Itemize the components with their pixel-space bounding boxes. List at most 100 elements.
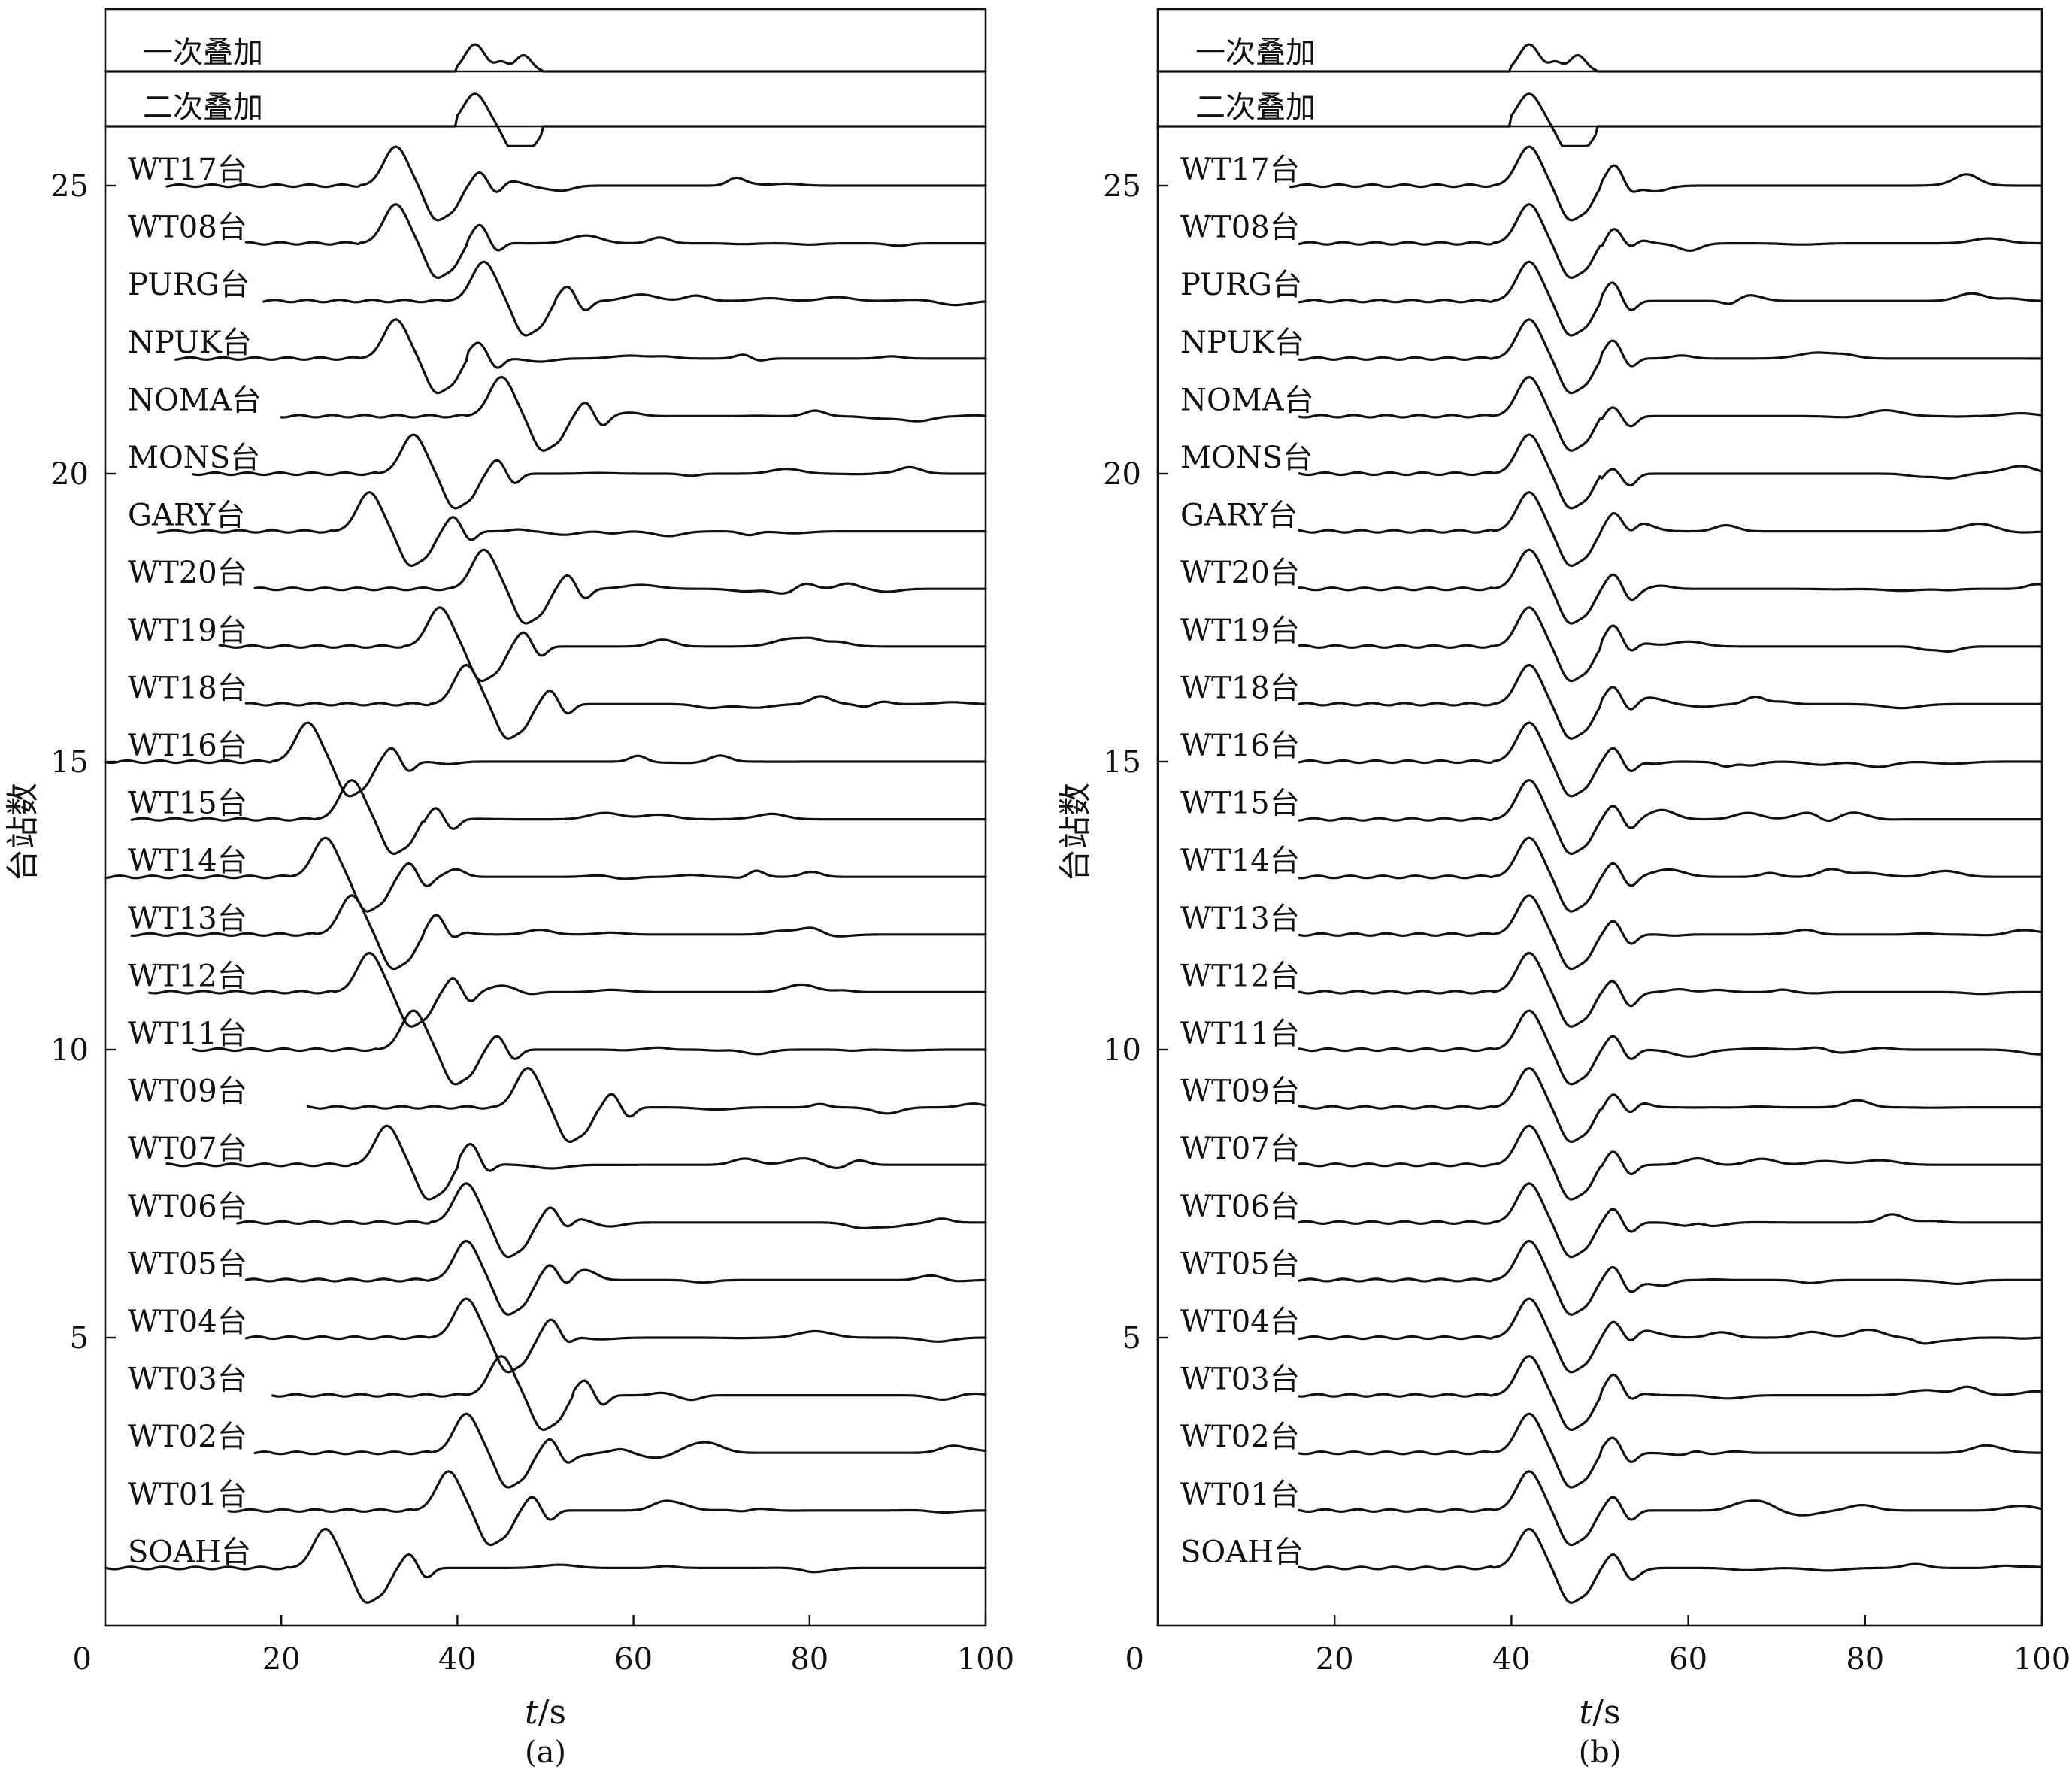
station-label: GARY台 [1180,499,1298,533]
panel-label: (a) [525,1735,566,1770]
trace-WT18台 [1298,663,2043,740]
station-label: WT16台 [1180,729,1300,763]
trace-WT19台 [218,606,987,683]
station-label: WT09台 [128,1074,247,1109]
x-tick-label: 20 [1316,1642,1354,1677]
station-label: WT20台 [1180,556,1300,590]
trace-NPUK台 [1298,318,2043,395]
station-label: WT15台 [1180,786,1300,821]
x-tick-label: 60 [614,1642,653,1677]
trace-WT17台 [1289,145,2043,222]
trace-WT02台 [1298,1412,2043,1489]
stack-trace [1156,43,2043,73]
x-tick-label: 40 [1492,1642,1531,1677]
trace-WT04台 [1298,1297,2043,1374]
station-label: WT06台 [128,1190,247,1224]
station-label: PURG台 [128,268,250,302]
station-label: GARY台 [128,499,245,533]
trace-WT04台 [244,1297,987,1374]
station-label: PURG台 [1180,268,1302,302]
trace-WT14台 [104,836,987,913]
stack-label: 一次叠加 [1195,35,1316,70]
station-label: WT02台 [1180,1420,1300,1454]
x-axis-label: t/s [525,1693,566,1732]
trace-MONS台 [192,433,987,510]
x-tick-label: 0 [73,1642,92,1677]
trace-WT11台 [192,1009,987,1086]
x-tick-label: 80 [1846,1642,1884,1677]
y-tick-label: 10 [50,1033,89,1068]
station-label: WT19台 [1180,614,1300,648]
station-label: NPUK台 [1180,326,1304,360]
stack-label: 一次叠加 [143,35,263,70]
x-tick-label: 20 [262,1642,301,1677]
station-label: WT08台 [128,211,247,245]
x-tick-label: 60 [1669,1642,1707,1677]
x-tick-label: 100 [957,1642,1014,1677]
trace-WT08台 [1298,203,2043,280]
station-label: WT06台 [1180,1190,1300,1224]
x-axis-label: t/s [1579,1693,1620,1732]
trace-WT07台 [165,1124,987,1201]
station-label: WT16台 [128,729,247,763]
trace-WT01台 [1298,1470,2043,1547]
station-label: WT14台 [1180,844,1300,878]
station-label: NOMA台 [1180,383,1314,417]
trace-WT15台 [130,779,987,856]
station-label: WT07台 [1180,1132,1300,1166]
trace-WT19台 [1298,606,2043,683]
station-label: WT14台 [128,844,247,878]
x-tick-label: 0 [1125,1642,1144,1677]
trace-WT06台 [236,1182,987,1259]
trace-WT12台 [148,951,987,1028]
station-label: SOAH台 [128,1535,251,1569]
y-tick-label: 5 [1122,1321,1141,1356]
trace-WT20台 [1298,548,2043,625]
trace-WT18台 [244,663,987,740]
station-label: WT12台 [1180,959,1300,993]
trace-WT06台 [1298,1182,2043,1259]
trace-PURG台 [262,260,987,337]
stack-trace [104,43,987,73]
trace-WT14台 [1298,836,2043,913]
trace-WT11台 [1298,1009,2043,1086]
y-tick-label: 25 [1103,169,1141,204]
trace-MONS台 [1298,433,2043,510]
station-label: NOMA台 [128,383,262,417]
station-label: WT07台 [128,1132,247,1166]
station-label: WT02台 [128,1420,247,1454]
trace-WT03台 [271,1355,987,1432]
station-label: WT15台 [128,786,247,821]
station-label: WT13台 [1180,902,1300,936]
station-label: WT20台 [128,556,247,590]
station-label: WT01台 [1180,1478,1300,1512]
y-axis-label: 台站数 [1056,783,1095,882]
trace-WT05台 [244,1239,987,1316]
trace-WT20台 [253,548,987,625]
trace-WT03台 [1298,1355,2043,1432]
stack-trace [1156,92,2043,147]
y-tick-label: 20 [1103,457,1141,492]
trace-WT05台 [1298,1239,2043,1316]
station-label: SOAH台 [1180,1535,1304,1569]
station-label: WT18台 [128,671,247,705]
panel-label: (b) [1579,1735,1622,1770]
trace-WT13台 [1298,894,2043,971]
trace-WT01台 [227,1470,987,1547]
station-label: WT11台 [128,1017,247,1051]
y-tick-label: 15 [50,745,89,780]
station-label: MONS台 [1180,441,1313,475]
trace-PURG台 [1298,260,2043,337]
y-tick-label: 10 [1103,1033,1141,1068]
station-label: WT05台 [128,1247,247,1281]
trace-WT07台 [1298,1124,2043,1201]
trace-WT08台 [244,203,987,280]
trace-WT16台 [104,721,987,798]
stack-label: 二次叠加 [143,90,263,125]
panel-frame-1 [104,8,987,1627]
station-label: WT17台 [1180,153,1300,187]
y-axis-label: 台站数 [4,783,42,882]
station-label: WT12台 [128,959,247,993]
trace-NPUK台 [174,318,987,395]
